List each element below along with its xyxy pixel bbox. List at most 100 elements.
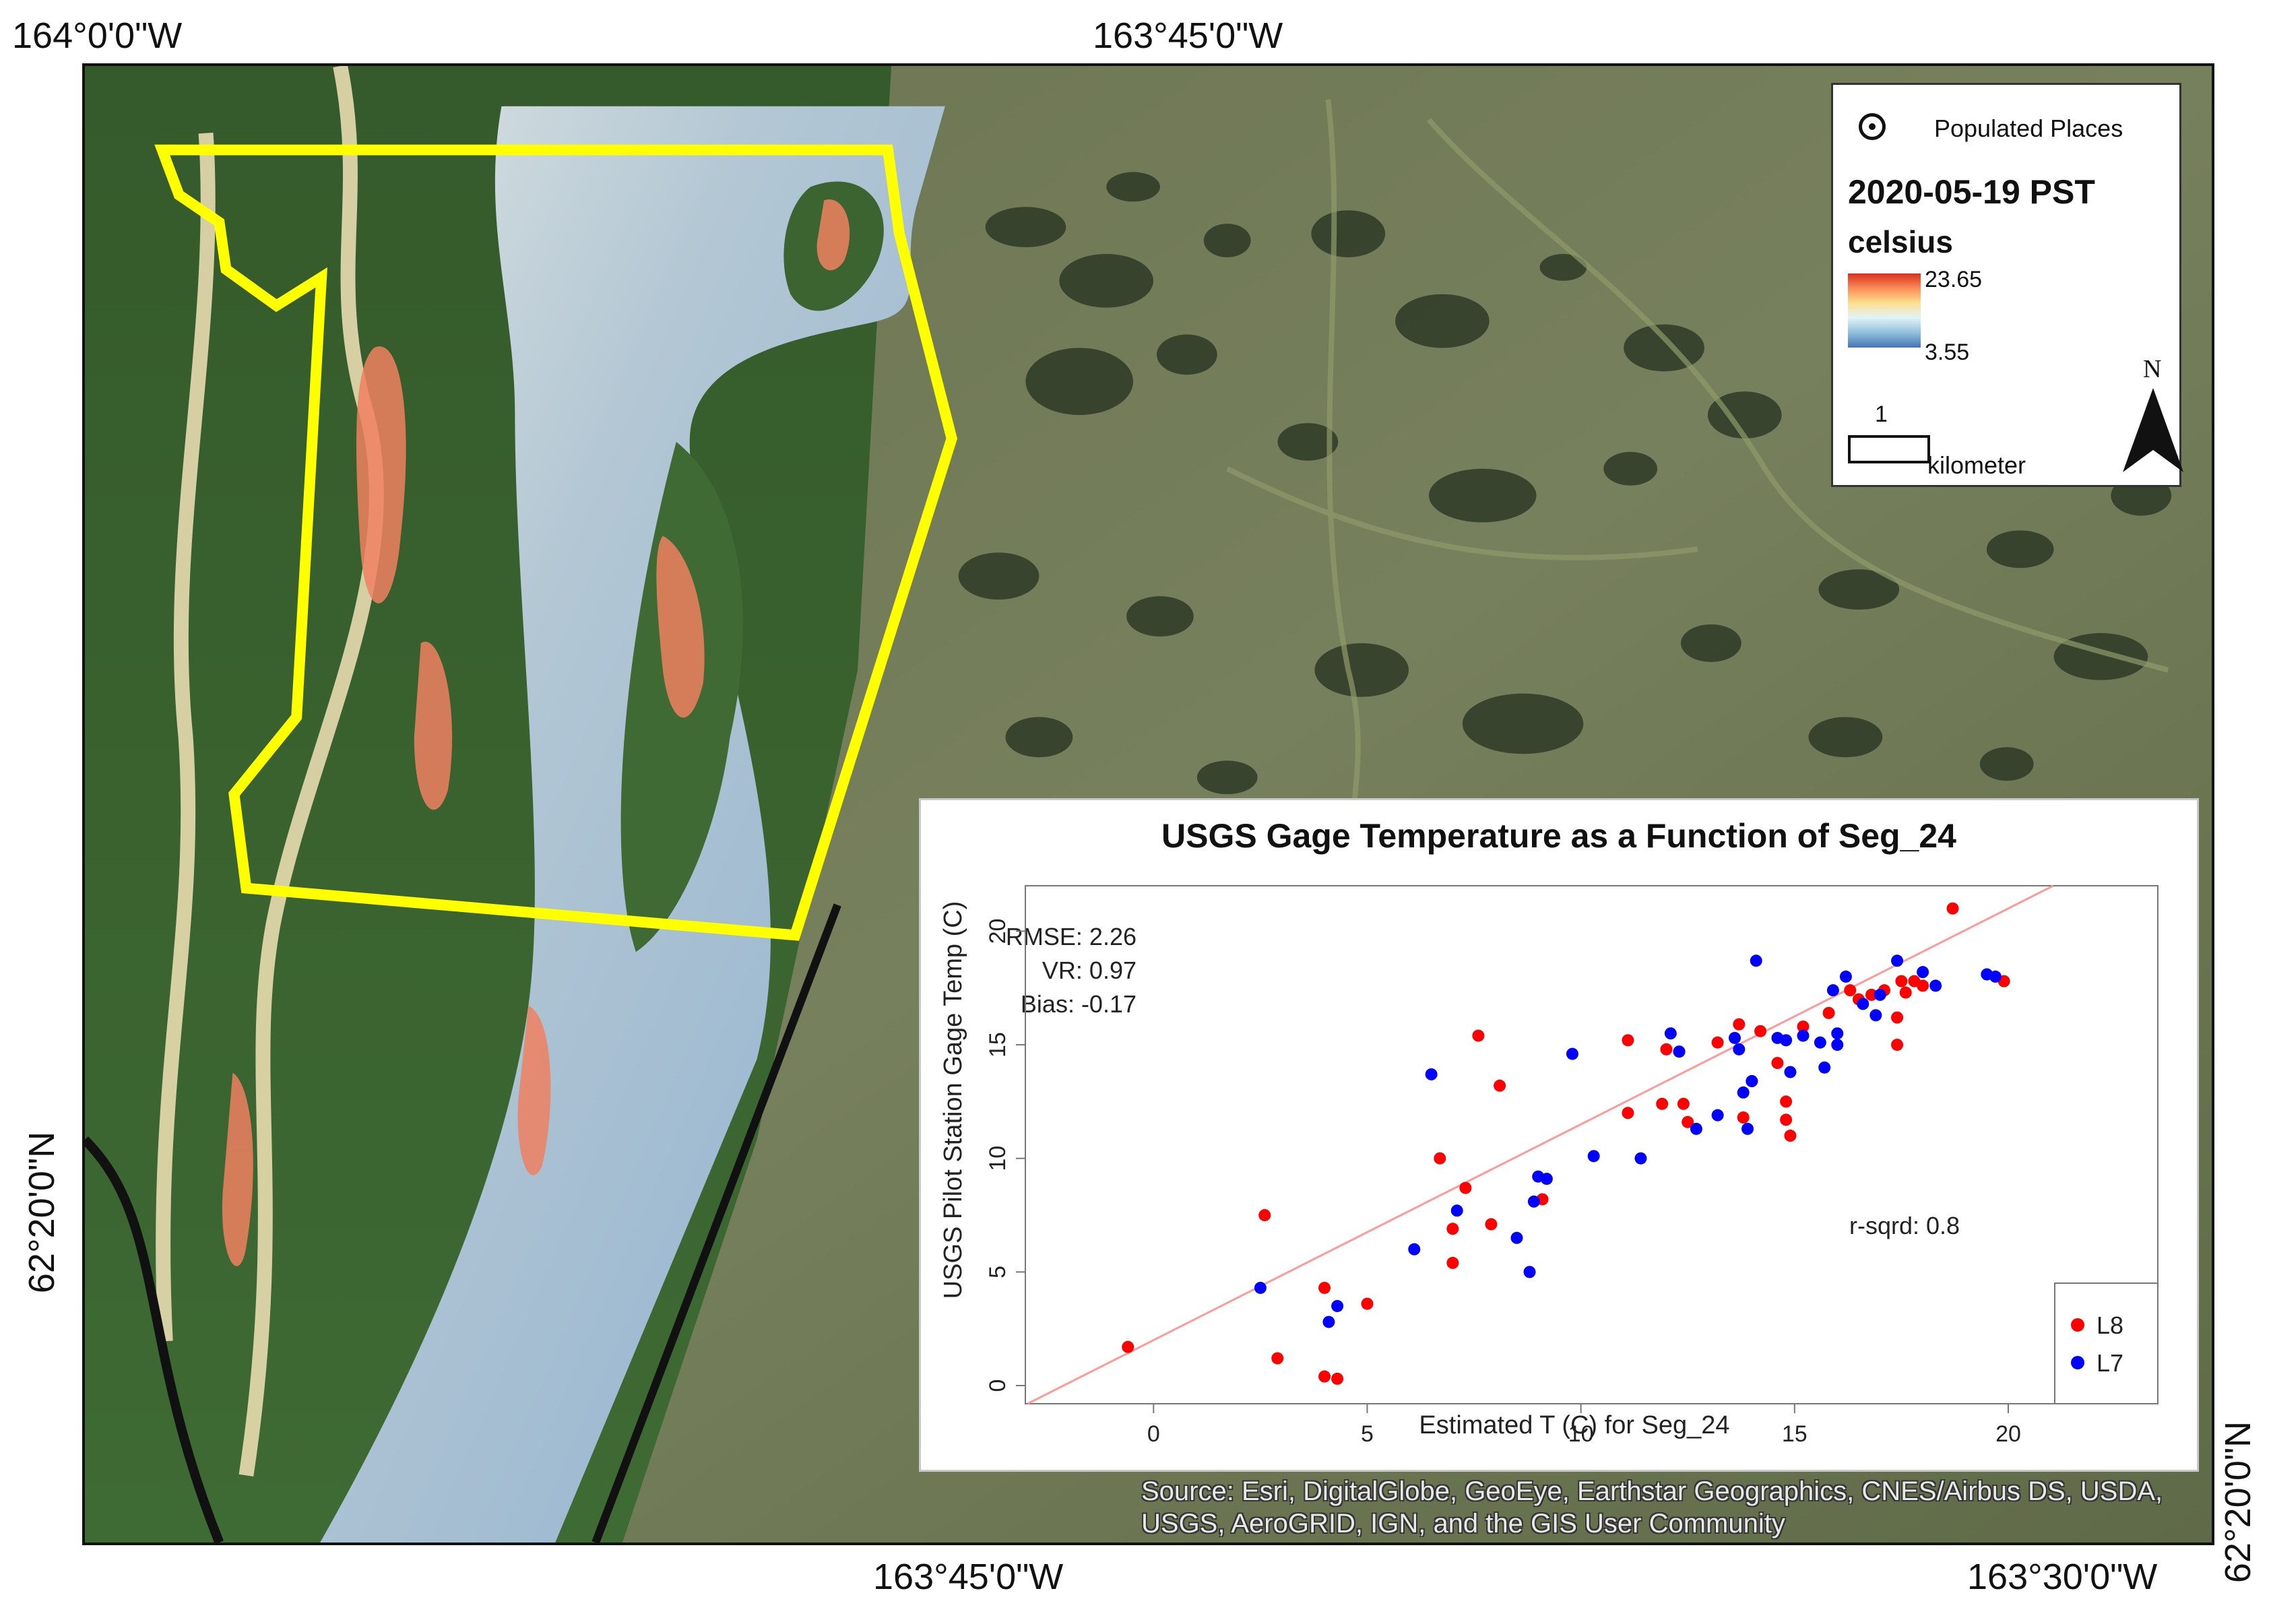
data-point-l7 <box>1673 1045 1686 1058</box>
stat-vr: VR: 0.97 <box>1042 956 1137 984</box>
data-point-l8 <box>1899 986 1912 999</box>
data-point-l8 <box>1844 984 1857 997</box>
data-point-l7 <box>1857 998 1869 1010</box>
legend-min-value: 3.55 <box>1925 339 1970 365</box>
data-point-l8 <box>1258 1209 1271 1222</box>
data-point-l7 <box>1664 1027 1677 1040</box>
data-point-l8 <box>1946 902 1959 915</box>
data-point-l7 <box>1797 1029 1810 1042</box>
data-point-l8 <box>1485 1218 1498 1231</box>
data-point-l8 <box>1660 1043 1673 1055</box>
data-point-l8 <box>1656 1097 1669 1110</box>
data-point-l7 <box>1690 1122 1702 1135</box>
stat-bias: Bias: -0.17 <box>1021 990 1137 1018</box>
side-channels <box>156 66 384 1476</box>
data-point-l7 <box>1331 1299 1344 1312</box>
data-point-l7 <box>1929 979 1942 992</box>
data-point-l8 <box>1784 1130 1797 1142</box>
data-point-l8 <box>1737 1111 1750 1124</box>
data-point-l7 <box>1408 1243 1421 1256</box>
data-point-l8 <box>1711 1036 1724 1049</box>
scatter-chart: USGS Gage Temperature as a Function of S… <box>939 817 2158 1447</box>
plot-frame <box>1025 885 2158 1404</box>
data-point-l8 <box>1771 1057 1784 1070</box>
data-point-l7 <box>1254 1281 1267 1294</box>
left-latitude: 62°20'0"N <box>22 1131 62 1294</box>
right-latitude: 62°20'0"N <box>2218 1421 2258 1584</box>
north-arrow-icon <box>2123 388 2183 472</box>
data-point-l8 <box>1622 1034 1634 1047</box>
data-point-l7 <box>1425 1068 1438 1080</box>
data-point-l8 <box>1733 1018 1746 1031</box>
data-point-l7 <box>1989 970 2002 983</box>
data-point-l8 <box>1891 1011 1904 1024</box>
data-point-l8 <box>1622 1107 1634 1119</box>
data-point-l7 <box>1831 1039 1844 1051</box>
data-point-l8 <box>1494 1079 1506 1092</box>
data-point-l7 <box>1450 1204 1463 1217</box>
data-point-l8 <box>1780 1113 1793 1126</box>
data-point-l8 <box>1895 975 1908 987</box>
stat-r-squared: r-sqrd: 0.8 <box>1849 1212 1960 1239</box>
data-point-l8 <box>1361 1297 1374 1310</box>
x-tick-label: 20 <box>1995 1421 2021 1447</box>
data-point-l7 <box>1839 970 1852 983</box>
legend-label-l7: L7 <box>2097 1349 2123 1377</box>
data-point-l7 <box>1587 1150 1600 1163</box>
data-point-l7 <box>1527 1195 1540 1208</box>
data-point-l7 <box>1322 1316 1335 1328</box>
data-point-l8 <box>1318 1281 1331 1294</box>
legend-unit: celsius <box>1848 224 1953 259</box>
data-point-l7 <box>1729 1031 1741 1044</box>
data-point-l8 <box>1472 1029 1485 1042</box>
data-point-l7 <box>1566 1047 1578 1060</box>
legend-date: 2020-05-19 PST <box>1848 173 2095 211</box>
data-point-l7 <box>1634 1152 1647 1165</box>
data-point-l7 <box>1780 1034 1793 1047</box>
y-tick-label: 20 <box>985 919 1011 944</box>
legend-max-value: 23.65 <box>1925 267 1983 292</box>
data-point-l7 <box>1540 1173 1553 1185</box>
map-attribution: Source: Esri, DigitalGlobe, GeoEye, Eart… <box>1141 1476 2163 1538</box>
tundra-ponds <box>958 172 2172 795</box>
data-point-l7 <box>1746 1075 1758 1088</box>
y-tick-label: 0 <box>985 1379 1011 1392</box>
x-tick-label: 10 <box>1568 1421 1594 1447</box>
chart-legend <box>2054 1282 2158 1404</box>
data-point-l8 <box>1754 1025 1767 1037</box>
x-tick-label: 5 <box>1361 1421 1374 1447</box>
data-point-l7 <box>1733 1043 1746 1055</box>
populated-places-icon <box>1859 113 1886 140</box>
data-point-l8 <box>1434 1152 1446 1165</box>
data-point-l8 <box>1318 1370 1331 1383</box>
data-point-l8 <box>1865 988 1878 1001</box>
scale-bar-value: 1 <box>1875 401 1888 427</box>
x-tick-label: 15 <box>1782 1421 1808 1447</box>
data-point-l8 <box>1459 1181 1472 1194</box>
data-point-l7 <box>1814 1036 1826 1049</box>
data-point-l8 <box>1446 1223 1459 1235</box>
legend-marker-l8 <box>2071 1318 2084 1332</box>
scale-bar <box>1848 435 1930 463</box>
data-point-l7 <box>1869 1009 1882 1022</box>
y-tick-label: 10 <box>985 1146 1011 1171</box>
data-point-l8 <box>1677 1097 1690 1110</box>
x-axis-label: Estimated T (C) for Seg_24 <box>1419 1411 1729 1439</box>
y-axis-label: USGS Pilot Station Gage Temp (C) <box>939 901 967 1299</box>
data-point-l8 <box>1797 1020 1810 1033</box>
data-point-l7 <box>1523 1266 1536 1278</box>
y-tick-label: 15 <box>985 1032 1011 1058</box>
legend-populated-places: Populated Places <box>1934 115 2123 142</box>
data-point-l8 <box>1331 1372 1344 1385</box>
study-area-boundary <box>154 144 958 941</box>
top-center-longitude: 163°45'0"W <box>1093 15 1283 56</box>
data-point-l7 <box>1826 984 1839 997</box>
shore-line-left <box>85 1136 224 1542</box>
data-point-l7 <box>1874 988 1886 1001</box>
legend-marker-l7 <box>2071 1356 2084 1369</box>
data-point-l7 <box>1784 1066 1797 1078</box>
data-point-l7 <box>1917 966 1929 979</box>
data-point-l7 <box>1818 1061 1831 1074</box>
data-point-l8 <box>1780 1095 1793 1108</box>
data-point-l7 <box>1831 1027 1844 1040</box>
